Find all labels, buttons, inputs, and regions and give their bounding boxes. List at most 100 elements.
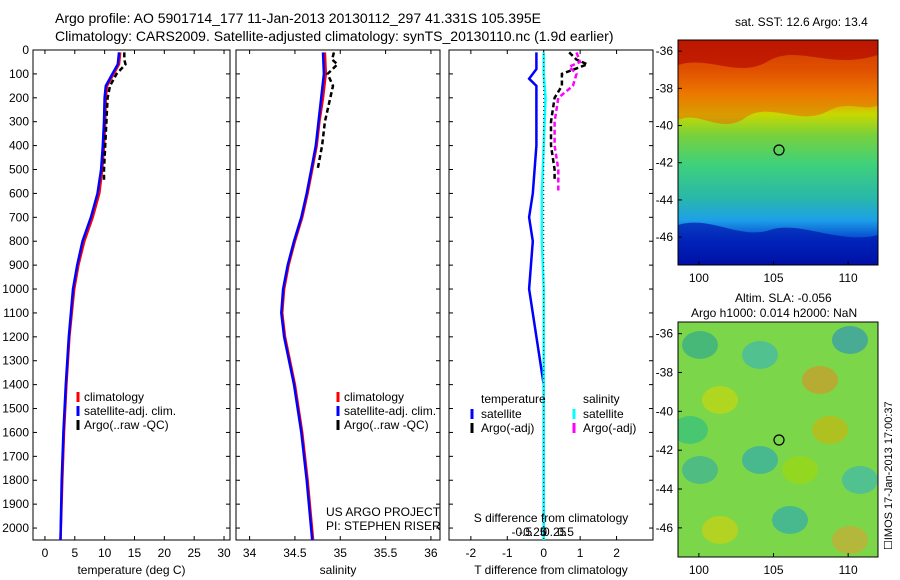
- plot-frame: [32, 49, 231, 541]
- panel-salinity: 34 34.5 35 35.5 36 salinity climatologysatelli…: [235, 49, 441, 577]
- x-top-tick-label: 0.25: [543, 525, 567, 539]
- y-tick-label: 200: [9, 91, 29, 105]
- map-y-tick-label: -40: [656, 404, 674, 418]
- x-axis-label: temperature (deg C): [77, 563, 185, 577]
- sla-map: Altim. SLA: -0.056 Argo h1000: 0.014 h20…: [677, 291, 895, 558]
- map-y-tick-label: -40: [656, 119, 674, 133]
- map-x-tick-label: 110: [839, 563, 858, 577]
- series-line-argo-adj-: [549, 51, 591, 182]
- map-x-tick-label: 100: [689, 271, 709, 285]
- x-tick-label: 2: [613, 546, 620, 560]
- x-axis-label: T difference from climatology: [474, 563, 628, 577]
- legend-label: Argo(..raw -QC): [344, 418, 429, 432]
- x-top-axis-label: S difference from climatology: [474, 511, 629, 525]
- x-tick-label: 35.5: [374, 546, 398, 560]
- y-tick-label: 300: [9, 115, 29, 129]
- panel-temperature: 0100200300400500600700800900100011001200…: [2, 43, 231, 577]
- legend-label: Argo(..raw -QC): [84, 418, 169, 432]
- x-tick-label: 0: [42, 546, 49, 560]
- x-tick-label: 10: [98, 546, 112, 560]
- series-line-satellite-adj-clim-: [59, 52, 121, 541]
- x-tick-label: 35: [334, 546, 348, 560]
- map-axes-sst_map: 100 105 110 -36 -38 -40 -42 -44 -46: [656, 44, 858, 285]
- map-x-tick-label: 110: [839, 271, 858, 285]
- chart-title-line1: Argo profile: AO 5901714_177 11-Jan-2013…: [55, 10, 541, 26]
- series-line-argo-raw-qc-: [316, 52, 340, 170]
- y-tick-label: 400: [9, 139, 29, 153]
- x-tick-label: 34: [243, 546, 257, 560]
- x-tick-label: 1: [577, 546, 584, 560]
- map-y-tick-label: -38: [656, 365, 674, 379]
- legend-label: Argo(-adj): [481, 421, 534, 435]
- sst-map: sat. SST: 12.6 Argo: 13.4: [677, 15, 879, 266]
- x-tick-label: 20: [158, 546, 172, 560]
- map-axes-sla_map: 100 105 110 -36 -38 -40 -42 -44 -46: [656, 327, 858, 577]
- map-x-tick-label: 100: [689, 563, 709, 577]
- x-tick-label: 34.5: [283, 546, 307, 560]
- argo-location-marker: [773, 144, 785, 156]
- map-y-tick-label: -42: [656, 443, 674, 457]
- y-tick-label: 700: [9, 210, 29, 224]
- project-annotation: US ARGO PROJECT: [326, 505, 441, 519]
- series-line-argo-adj-: [553, 51, 582, 194]
- plot-frame: [235, 49, 441, 541]
- x-top-tick-label: 0: [540, 525, 547, 539]
- map-y-tick-label: -42: [656, 156, 674, 170]
- y-tick-label: 1500: [2, 402, 29, 416]
- imos-timestamp: ☐IMOS 17-Jan-2013 17:00:37: [883, 401, 895, 550]
- map-y-tick-label: -36: [656, 44, 674, 58]
- legend-label: Argo(-adj): [583, 421, 636, 435]
- panel-difference: -2 -1 0 1 2 T difference from climatology -0.5…: [448, 49, 654, 577]
- plot-frame: [448, 49, 654, 541]
- legend-label: climatology: [344, 390, 404, 404]
- x-tick-label: 36: [424, 546, 438, 560]
- y-tick-label: 800: [9, 234, 29, 248]
- series-line-satellite: [540, 52, 547, 540]
- series-line-satellite-adj-clim-: [280, 52, 326, 541]
- y-tick-label: 900: [9, 258, 29, 272]
- x-axis-label: salinity: [320, 563, 357, 577]
- legend-label: satellite: [583, 407, 624, 421]
- pi-annotation: PI: STEPHEN RISER: [326, 519, 441, 533]
- x-top-tick-label: -0.25: [519, 525, 547, 539]
- y-tick-label: 1200: [2, 330, 29, 344]
- y-tick-label: 1000: [2, 282, 29, 296]
- y-tick-label: 2000: [2, 521, 29, 535]
- map-y-tick-label: -46: [656, 230, 674, 244]
- map-y-tick-label: -36: [656, 327, 674, 341]
- legend-label: satellite-adj. clim.: [344, 404, 436, 418]
- y-tick-label: 1400: [2, 378, 29, 392]
- x-tick-label: 25: [188, 546, 202, 560]
- y-tick-label: 1700: [2, 449, 29, 463]
- map-y-tick-label: -44: [656, 482, 674, 496]
- x-tick-label: -2: [466, 546, 477, 560]
- x-top-tick-label: -0.5: [512, 525, 533, 539]
- x-tick-label: 30: [217, 546, 231, 560]
- map-y-tick-label: -44: [656, 193, 674, 207]
- x-top-tick-label: 0.5: [557, 525, 574, 539]
- x-tick-label: 15: [128, 546, 142, 560]
- x-tick-label: 0: [540, 546, 547, 560]
- y-tick-label: 1900: [2, 497, 29, 511]
- y-tick-label: 1100: [3, 306, 29, 320]
- legend-group-title: temperature: [481, 392, 546, 406]
- legend-label: satellite: [481, 407, 522, 421]
- chart-title-line2: Climatology: CARS2009. Satellite-adjuste…: [55, 28, 614, 44]
- y-tick-label: 100: [9, 67, 29, 81]
- map-x-tick-label: 105: [764, 271, 784, 285]
- map-y-tick-label: -38: [656, 81, 674, 95]
- map-x-tick-label: 105: [764, 563, 784, 577]
- argo-location-marker-sla: [773, 434, 785, 446]
- legend-group-title: salinity: [583, 392, 620, 406]
- x-tick-label: -1: [502, 546, 513, 560]
- legend-label: satellite-adj. clim.: [84, 404, 176, 418]
- series-line-argo-raw-qc-: [102, 52, 127, 182]
- sst-map-title: sat. SST: 12.6 Argo: 13.4: [735, 15, 868, 29]
- x-tick-label: 5: [71, 546, 78, 560]
- y-tick-label: 1600: [2, 425, 29, 439]
- y-tick-label: 500: [9, 163, 29, 177]
- y-tick-label: 1300: [2, 354, 29, 368]
- y-tick-label: 1800: [2, 473, 29, 487]
- y-tick-label: 0: [22, 43, 29, 57]
